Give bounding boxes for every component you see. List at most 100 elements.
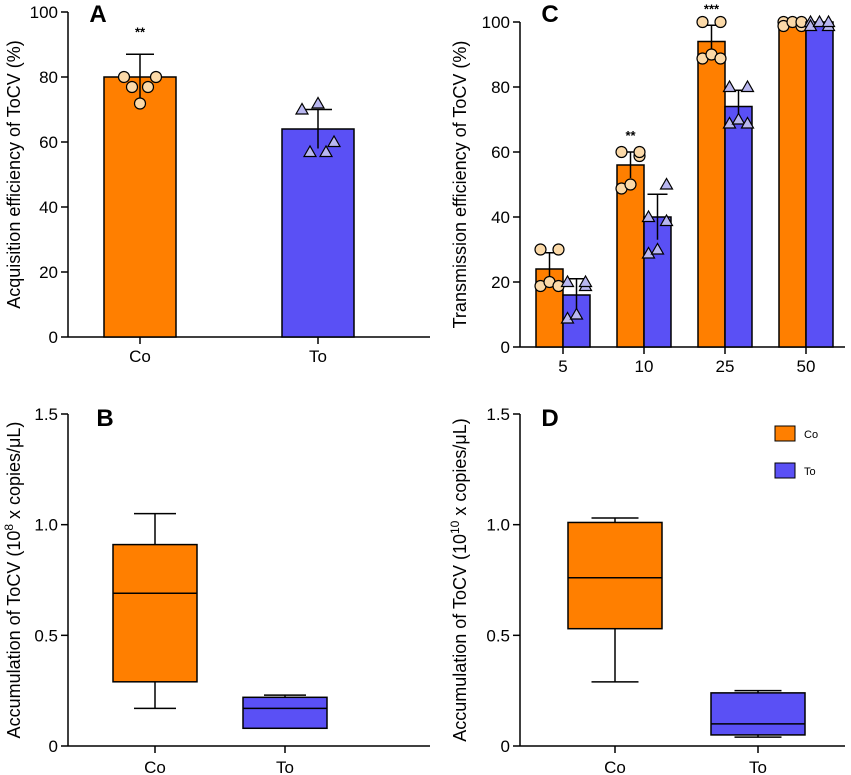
panel-d-box-to [710, 692, 806, 736]
panel-b-y-tick-label: 1.5 [34, 405, 58, 424]
panel-a-y-tick-label: 60 [39, 133, 58, 152]
panel-c-y-tick-label: 20 [491, 273, 510, 292]
panel-a-point-co [141, 80, 155, 94]
panel-d-y-tick-label: 0.5 [486, 626, 510, 645]
panel-a-y-tick-label: 100 [30, 3, 58, 22]
panel-b-x-tick-label: Co [144, 758, 166, 775]
panel-b-y-axis-title-suffix: x copies/μL) [4, 422, 24, 524]
panel-c-bar-co-10 [616, 164, 645, 348]
panel-c-point-co [696, 15, 709, 29]
panel-d-y-axis-title-prefix: Accumulation of ToCV (10 [450, 534, 470, 742]
panel-d-y-tick-label: 0 [501, 737, 510, 756]
panel-c: 0 20 40 60 80 100 5 10 ** 25 *** 50 Transmission eff… [450, 1, 845, 376]
panel-a-bar-co [103, 76, 177, 338]
panel-c-point-to [821, 14, 836, 28]
panel-c-point-to [650, 242, 665, 255]
panel-d-y-tick-label: 1.0 [486, 516, 510, 535]
panel-c-point-co [624, 178, 637, 191]
panel-a-point-to [318, 144, 334, 158]
panel-b-y-tick-label: 0 [49, 737, 58, 756]
panel-c-point-to [740, 116, 755, 129]
panel-c-point-to [578, 274, 593, 288]
panel-a: 0 20 40 60 80 100 Co ** To Acquisition efficiency… [4, 1, 430, 366]
panel-c-x-tick-label: 50 [797, 357, 816, 376]
panel-c-point-to [812, 14, 827, 28]
panel-a-point-to [294, 102, 310, 115]
panel-a-x-tick-label: To [309, 347, 327, 366]
panel-c-y-tick-label: 60 [491, 143, 510, 162]
legend-label-to: To [804, 466, 816, 478]
panel-c-y-tick-label: 100 [482, 13, 510, 32]
panel-b-y-axis-title: Accumulation of ToCV (108 x copies/μL) [2, 422, 24, 739]
legend-swatch-co [774, 425, 796, 442]
panel-c-bar-to-25 [724, 105, 753, 348]
panel-c-significance: ** [625, 128, 636, 143]
panel-c-point-co [714, 52, 727, 65]
panel-a-point-co [149, 70, 163, 84]
panel-c-point-to [659, 213, 674, 227]
panel-c-bar-to-50 [805, 21, 834, 348]
panel-c-point-co [534, 243, 547, 256]
panel-c-significance: *** [704, 1, 720, 16]
panel-c-x-tick-label: 25 [716, 357, 735, 376]
panel-a-x-tick-label: Co [129, 347, 151, 366]
legend-swatch-to [774, 462, 796, 479]
panel-c-point-co [714, 15, 727, 29]
panel-d: 0 0.5 1.0 1.5 Co To Accumulation of ToCV (1010… [448, 405, 845, 775]
panel-d-x-tick-label: Co [604, 758, 626, 775]
panel-d-y-axis-title: Accumulation of ToCV (1010 x copies/μL) [448, 418, 470, 742]
panel-b: 0 0.5 1.0 1.5 Co To Accumulation of ToCV (108 … [2, 405, 430, 775]
panel-d-box-co [567, 521, 663, 630]
panel-a-point-to [310, 96, 326, 109]
panel-c-point-to [740, 79, 755, 93]
panel-d-letter: D [541, 405, 558, 432]
panel-a-y-tick-label: 80 [39, 68, 58, 87]
panel-d-y-tick-label: 1.5 [486, 405, 510, 424]
panel-c-point-to [560, 274, 575, 288]
panel-a-y-axis-title: Acquisition efficiency of ToCV (%) [4, 40, 24, 308]
panel-a-y-tick-label: 40 [39, 198, 58, 217]
panel-c-bar-co-50 [778, 21, 807, 348]
panel-c-y-tick-label: 80 [491, 78, 510, 97]
panel-c-point-to [641, 209, 656, 223]
panel-c-point-co [633, 145, 646, 159]
panel-c-letter: C [541, 1, 558, 28]
panel-b-y-axis-title-exponent: 8 [2, 524, 16, 531]
panel-c-point-co [615, 145, 628, 159]
legend-label-co: Co [804, 429, 818, 441]
panel-a-letter: A [89, 1, 106, 28]
panel-a-point-co [117, 70, 131, 84]
panel-b-box-to [242, 696, 328, 730]
panel-a-bar-to [281, 128, 355, 338]
panel-d-x-tick-label: To [749, 758, 767, 775]
panel-a-y-tick-label: 20 [39, 263, 58, 282]
panel-a-point-to [326, 134, 342, 148]
panel-c-x-tick-label: 10 [635, 357, 654, 376]
panel-c-y-tick-label: 40 [491, 208, 510, 227]
panel-c-point-to [722, 116, 737, 129]
panel-b-box-co [112, 543, 198, 683]
panel-b-y-axis-title-prefix: Accumulation of ToCV (10 [4, 531, 24, 739]
panel-c-bar-co-25 [697, 40, 726, 348]
panel-c-point-to [731, 112, 746, 125]
panel-c-point-co [552, 243, 565, 256]
panel-b-y-tick-label: 0.5 [34, 626, 58, 645]
panel-b-y-tick-label: 1.0 [34, 516, 58, 535]
panel-c-point-to [803, 18, 818, 32]
panel-c-y-tick-label: 0 [501, 338, 510, 357]
panel-c-point-to [641, 246, 656, 259]
panel-a-point-to [302, 144, 318, 158]
panel-a-y-tick-label: 0 [49, 328, 58, 347]
panel-b-x-tick-label: To [276, 758, 294, 775]
panel-a-significance: ** [135, 24, 146, 39]
panel-c-x-tick-label: 5 [558, 357, 567, 376]
panel-c-point-to [569, 307, 584, 320]
panel-d-y-axis-title-suffix: x copies/μL) [450, 418, 470, 520]
panel-d-y-axis-title-exponent: 10 [448, 520, 462, 534]
panel-c-point-to [560, 311, 575, 324]
panel-b-letter: B [96, 405, 113, 432]
panel-c-point-to [722, 79, 737, 93]
panel-a-point-co [125, 80, 139, 94]
panel-c-y-axis-title: Transmission efficiency of ToCV (%) [450, 41, 470, 329]
